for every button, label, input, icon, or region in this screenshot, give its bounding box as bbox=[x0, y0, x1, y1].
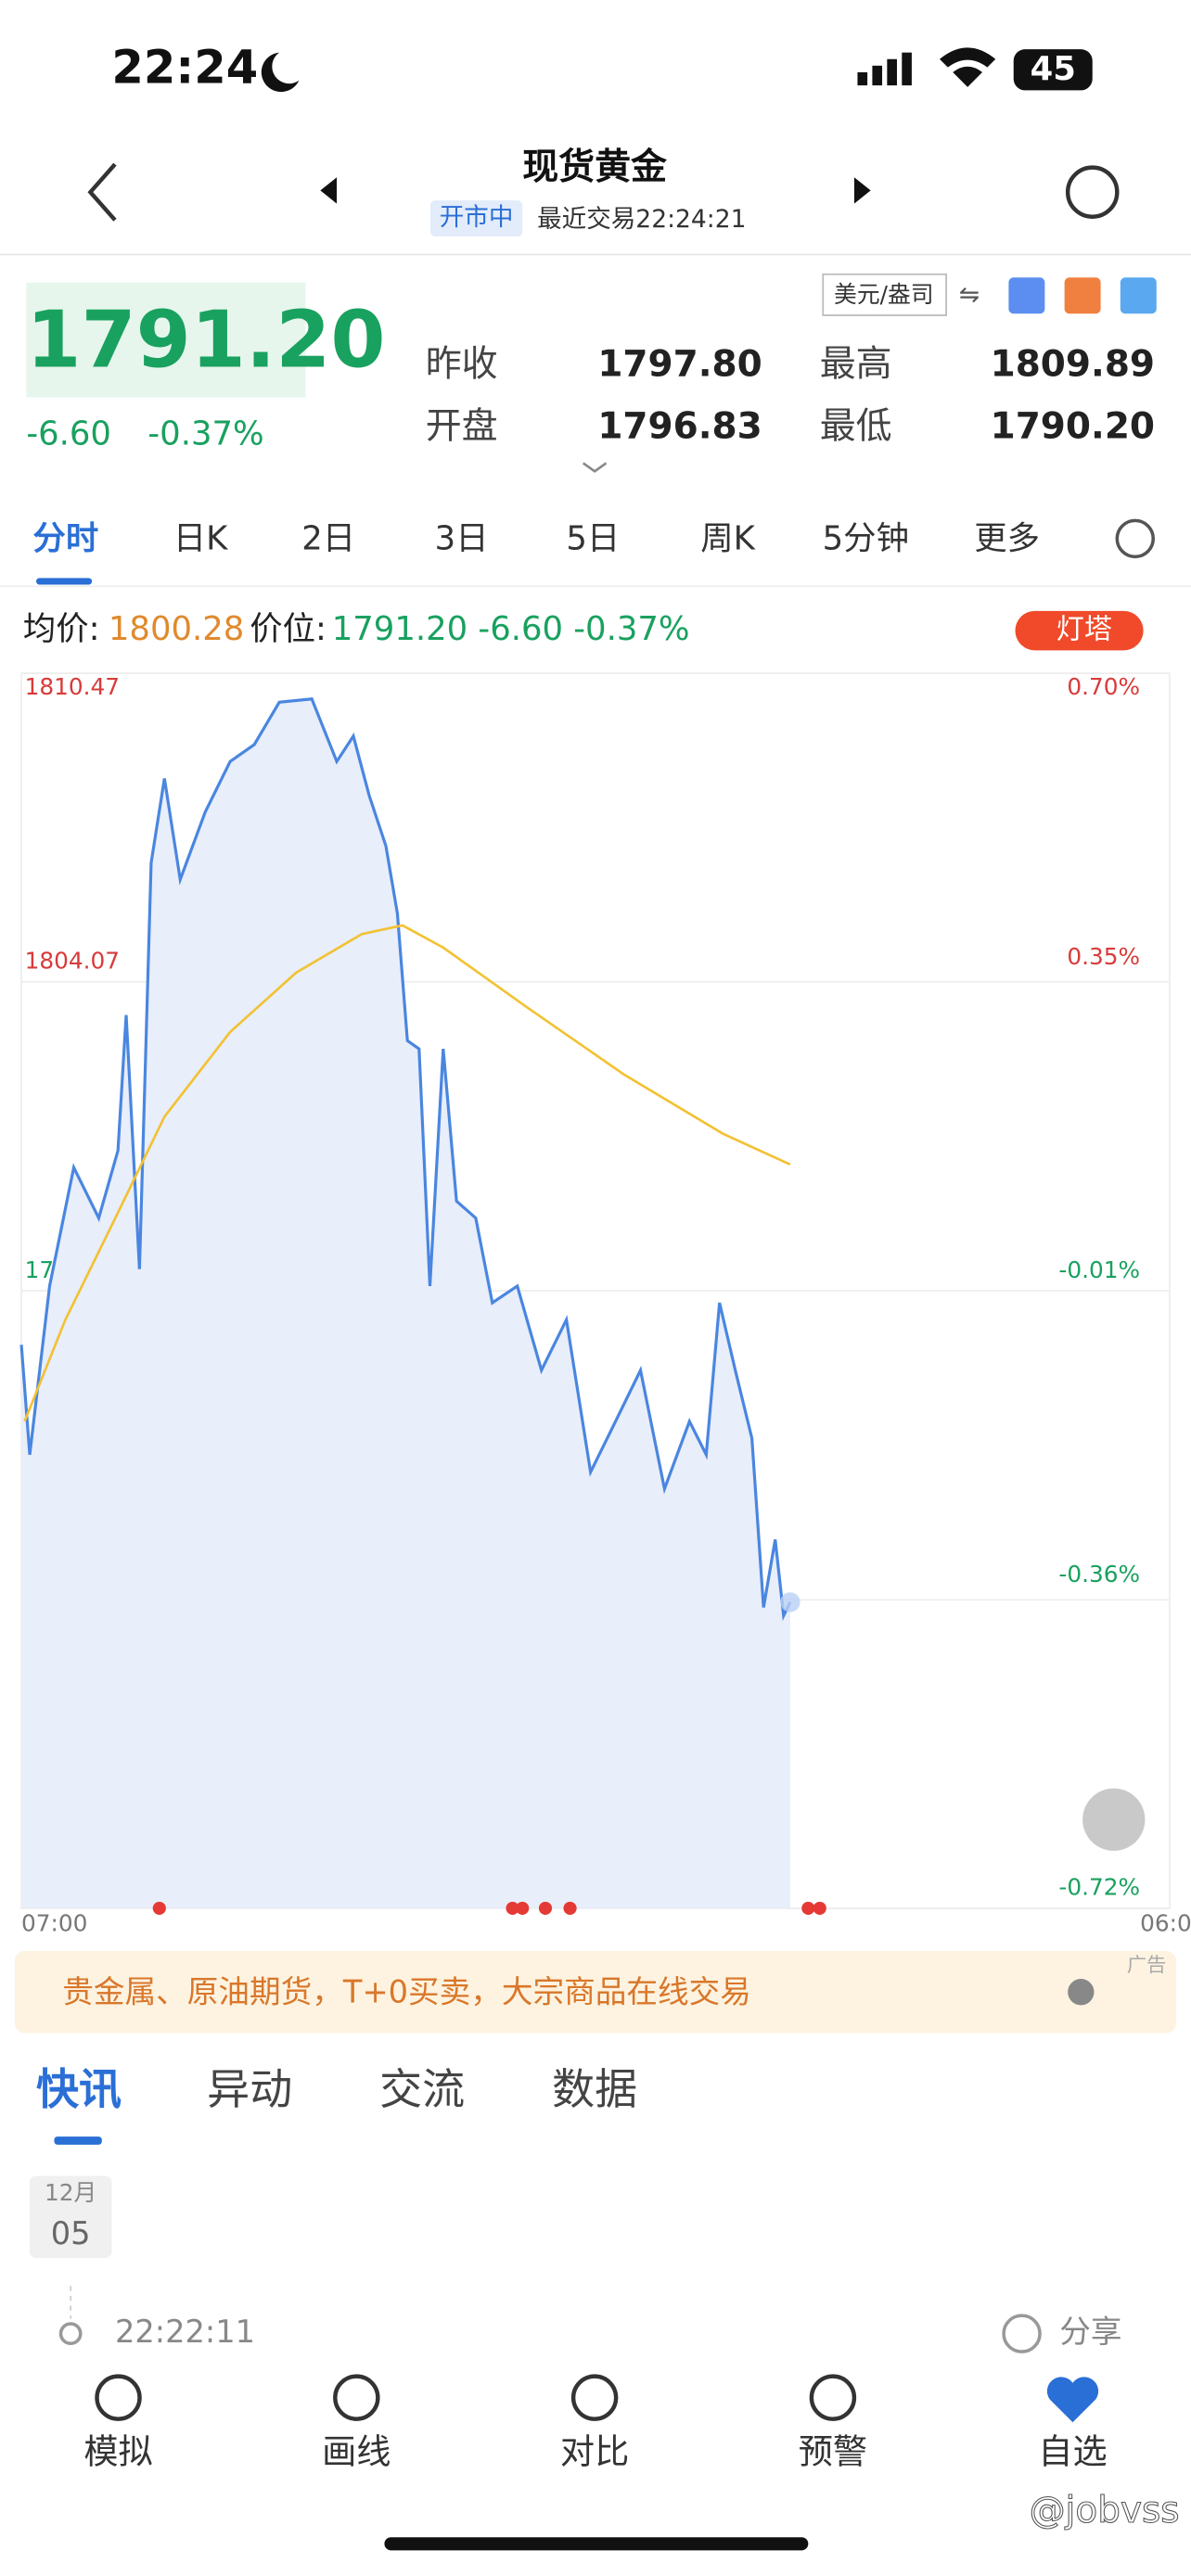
nav-item[interactable]: 模拟 bbox=[83, 2430, 152, 2471]
news-tab[interactable]: 异动 bbox=[207, 2064, 292, 2114]
price-bg bbox=[26, 282, 306, 398]
news-tab[interactable]: 交流 bbox=[379, 2064, 465, 2114]
tool-icon[interactable] bbox=[1120, 277, 1157, 314]
change: -6.60 bbox=[26, 414, 111, 453]
price-line bbox=[19, 697, 792, 1621]
period-tab[interactable]: 5分钟 bbox=[823, 520, 909, 558]
tab-indicator bbox=[35, 578, 93, 585]
status-badge bbox=[430, 200, 523, 237]
home-indicator bbox=[384, 2537, 809, 2551]
nav-icon bbox=[95, 2374, 142, 2421]
y-tick-label: 1804.07 bbox=[25, 948, 120, 975]
refresh-button[interactable] bbox=[1065, 165, 1120, 219]
stat-label: 昨收 bbox=[426, 343, 498, 385]
wifi-icon bbox=[940, 47, 996, 87]
date-box bbox=[29, 2175, 112, 2259]
badge-bg[interactable] bbox=[1015, 610, 1144, 651]
pos-value: 1791.20 -6.60 -0.37% bbox=[332, 610, 690, 648]
event-dots bbox=[152, 1901, 826, 1915]
next-button[interactable] bbox=[853, 177, 871, 204]
change-pct: -0.37% bbox=[147, 414, 263, 453]
news-tab-indicator bbox=[54, 2136, 102, 2145]
last-trade: 最近交易22:24:21 bbox=[537, 205, 746, 234]
nav-icon bbox=[809, 2374, 857, 2421]
stat-value: 1796.83 bbox=[597, 406, 762, 448]
pos-label: 价位: bbox=[250, 610, 327, 648]
share-icon[interactable] bbox=[1002, 2314, 1042, 2353]
area-fill bbox=[21, 698, 790, 1908]
price-line bbox=[23, 924, 791, 1422]
period-tab[interactable]: 更多 bbox=[974, 520, 1040, 558]
ad-tag: 广告 bbox=[1127, 1954, 1167, 1977]
stat-label: 最高 bbox=[820, 343, 892, 385]
badge: 灯塔 bbox=[1057, 614, 1112, 646]
stat-label: 开盘 bbox=[426, 406, 498, 448]
period-tab[interactable]: 日K bbox=[173, 520, 228, 558]
expand-arrow[interactable] bbox=[582, 462, 608, 473]
nav-icon bbox=[570, 2374, 619, 2421]
price: 1791.20 bbox=[26, 294, 385, 386]
tool-icon[interactable] bbox=[1064, 277, 1101, 314]
battery-icon bbox=[1013, 49, 1093, 91]
signal-icon bbox=[857, 52, 912, 86]
avg-label: 均价: bbox=[23, 610, 100, 648]
fullscreen-button[interactable] bbox=[1082, 1788, 1146, 1851]
news-day: 05 bbox=[51, 2215, 91, 2251]
stat-value: 1809.89 bbox=[991, 343, 1155, 385]
news-tab[interactable]: 数据 bbox=[552, 2064, 637, 2114]
title: 现货黄金 bbox=[522, 147, 668, 188]
timeline-dot bbox=[58, 2322, 83, 2345]
period-tab[interactable]: 3日 bbox=[435, 520, 489, 558]
market-status: 开市中 bbox=[440, 203, 514, 232]
battery-level: 45 bbox=[1031, 50, 1076, 88]
unit: 美元/盎司 bbox=[834, 281, 933, 308]
stat-label: 最低 bbox=[820, 406, 892, 448]
x-tick-label: 07:00 bbox=[21, 1910, 87, 1937]
prev-button[interactable] bbox=[320, 177, 338, 204]
unit-box[interactable] bbox=[822, 273, 947, 316]
share[interactable]: 分享 bbox=[1059, 2314, 1121, 2350]
x-tick-label: 06:00 bbox=[1140, 1910, 1191, 1937]
period-tab[interactable]: 分时 bbox=[32, 520, 98, 558]
period-tab[interactable]: 周K bbox=[700, 520, 755, 558]
last-point bbox=[780, 1592, 800, 1613]
moon-icon bbox=[261, 52, 300, 93]
tool-icon[interactable] bbox=[1008, 277, 1045, 314]
watermark: @jobvss bbox=[1030, 2490, 1180, 2531]
nav-item[interactable]: 对比 bbox=[560, 2430, 629, 2471]
y2-tick-label: -0.36% bbox=[1058, 1561, 1140, 1588]
nav-item[interactable]: 画线 bbox=[322, 2430, 391, 2471]
avg-value: 1800.28 bbox=[109, 610, 244, 648]
nav-item[interactable]: 预警 bbox=[799, 2430, 867, 2471]
ad-banner[interactable] bbox=[14, 1950, 1177, 2034]
news-time: 22:22:11 bbox=[115, 2314, 255, 2350]
news-tab[interactable]: 快讯 bbox=[36, 2064, 122, 2114]
back-button[interactable] bbox=[87, 162, 117, 222]
stat-value: 1797.80 bbox=[597, 343, 762, 385]
y2-tick-label: 0.35% bbox=[1067, 943, 1140, 970]
y2-tick-label: -0.01% bbox=[1058, 1256, 1140, 1283]
settings-icon[interactable] bbox=[1115, 518, 1156, 559]
swap-icon[interactable]: ⇋ bbox=[959, 280, 980, 309]
y-tick-label: 1810.47 bbox=[25, 673, 120, 700]
nav-icon bbox=[1046, 2377, 1099, 2423]
y2-tick-label: -0.72% bbox=[1058, 1874, 1140, 1901]
period-tab[interactable]: 2日 bbox=[301, 520, 355, 558]
ad-close[interactable] bbox=[1068, 1979, 1095, 2006]
news-month: 12月 bbox=[45, 2179, 96, 2206]
clock: 22:24 bbox=[111, 41, 258, 95]
nav-item[interactable]: 自选 bbox=[1038, 2430, 1107, 2471]
period-tab[interactable]: 5日 bbox=[566, 520, 620, 558]
stat-value: 1790.20 bbox=[991, 406, 1155, 448]
ad-text: 贵金属、原油期货，T+0买卖，大宗商品在线交易 bbox=[62, 1974, 751, 2010]
nav-icon bbox=[333, 2374, 380, 2421]
y2-tick-label: 0.70% bbox=[1067, 673, 1140, 700]
